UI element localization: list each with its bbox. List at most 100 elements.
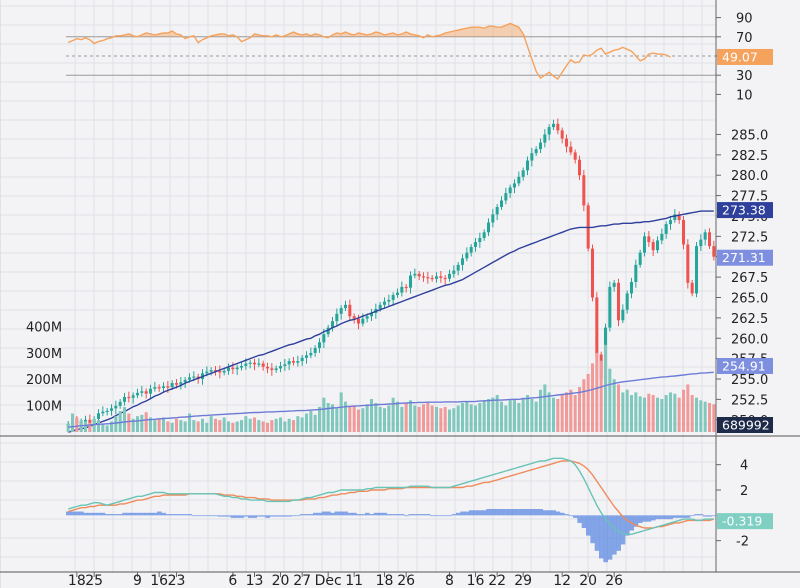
macd-histogram-bar [616,515,621,551]
macd-histogram-bar [334,511,340,516]
candle-up [148,388,153,394]
x-tick-label: 20 [579,573,597,588]
candle-down [560,130,564,139]
candle-up [226,367,231,371]
volume-bar [413,405,417,432]
candle-up [452,270,456,274]
macd-histogram-bar [707,515,712,517]
macd-histogram-bar [503,509,509,516]
candle-up [101,411,105,414]
volume-bar [582,379,586,432]
candle-up [287,361,291,365]
volume-bar [192,420,196,432]
volume-bar [699,400,703,432]
macd-histogram-bar [399,514,405,516]
candle-up [625,293,629,310]
macd-histogram-bar [308,514,314,516]
macd-histogram-bar [100,512,106,516]
macd-histogram-bar [287,515,292,517]
candle-up [456,264,460,271]
volume-bar [634,392,638,432]
x-tick-label: 18 [376,573,394,588]
x-tick-label: 20 [272,573,290,588]
volume-tick-label: 200M [26,373,62,388]
volume-bar [525,395,530,432]
candle-up [330,321,335,328]
macd-histogram-bar [109,514,114,516]
macd-histogram-bar [711,515,717,517]
volume-bar [651,395,655,432]
volume-bar [595,352,599,432]
macd-histogram-bar [581,515,587,528]
macd-histogram-bar [685,515,691,518]
macd-histogram-bar [200,515,205,517]
candle-up [634,264,638,283]
candle-up [673,214,677,221]
macd-histogram-bar [607,515,613,560]
candle-up [612,282,616,287]
candle-down [686,244,690,283]
macd-histogram-bar [573,515,578,518]
macd-histogram-bar [148,512,153,516]
volume-bar [512,399,517,432]
candle-up [413,273,417,276]
volume-bar [153,420,157,432]
macd-histogram-bar [139,512,145,516]
macd-histogram-bar [694,514,699,516]
macd-histogram-bar [508,509,513,516]
macd-histogram-bar [698,514,704,516]
candle-up [400,286,404,293]
candle-down [213,370,218,372]
macd-histogram-bar [659,515,665,520]
candle-up [508,187,512,194]
macd-histogram-bar [404,515,409,517]
volume-bar [170,422,174,432]
volume-bar [400,406,404,432]
candle-up [365,316,369,319]
macd-histogram-bar [651,515,656,521]
macd-histogram-bar [646,515,652,522]
macd-histogram-bar [217,515,223,517]
candle-up [499,200,504,208]
macd-tick-label: 2 [740,484,748,499]
volume-bar [296,416,300,432]
macd-histogram-bar [252,515,257,518]
volume-bar [642,397,647,432]
candle-up [660,233,664,241]
price-tick-label: 265.0 [731,291,768,306]
volume-bar [417,406,421,432]
rsi-panel [66,22,716,80]
x-tick-label: 26 [397,573,415,588]
volume-bar [88,422,92,432]
macd-histogram-bar [174,514,179,516]
macd-line [67,457,714,535]
volume-bar [517,402,521,432]
candle-up [486,222,491,233]
volume-bar [179,420,183,432]
volume-bar [491,397,495,432]
volume-bar [105,425,109,432]
candle-up [222,370,226,373]
candle-down [577,159,582,176]
volume-bar [274,418,278,432]
x-tick-label: 6 [228,573,237,588]
volume-panel [66,344,716,432]
volume-bar [335,408,339,432]
macd-histogram-bar [512,509,517,516]
macd-histogram-bar [261,515,266,517]
volume-bar [447,409,452,432]
macd-histogram-bar [642,515,647,522]
candle-up [339,308,343,314]
volume-bar [114,416,118,432]
candle-up [482,232,486,238]
macd-histogram-bar [356,514,361,516]
volume-bar [586,373,590,432]
macd-histogram-bar [547,510,552,516]
macd-histogram-bar [447,515,452,517]
volume-bar [382,408,387,432]
volume-bar [564,392,569,432]
candle-up [131,395,135,398]
macd-histogram-bar [352,512,357,516]
macd-histogram-bar [542,510,548,516]
